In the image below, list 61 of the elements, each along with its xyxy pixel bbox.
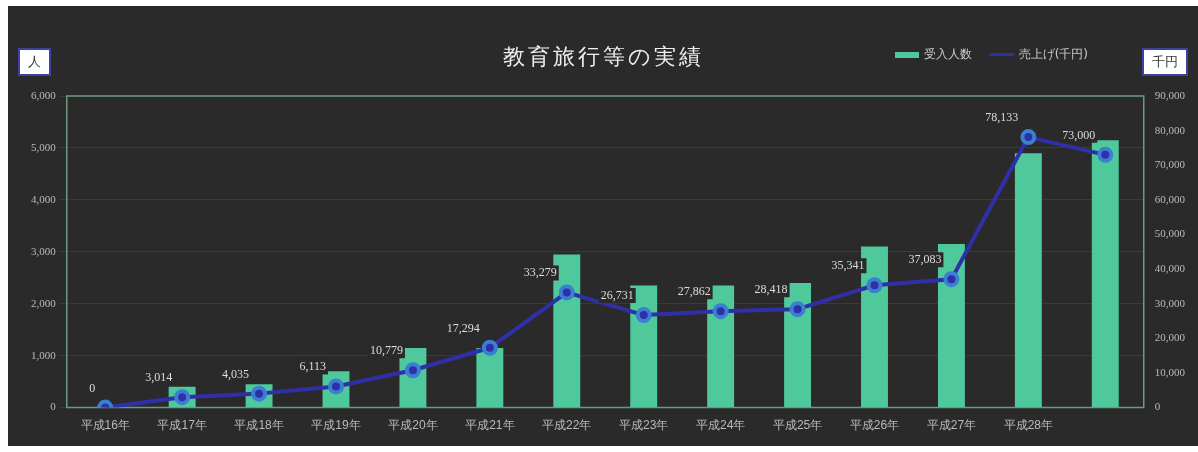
data-label: 73,000 xyxy=(1062,127,1096,142)
bar xyxy=(1091,140,1119,408)
data-label: 28,418 xyxy=(754,282,788,297)
point xyxy=(558,284,575,301)
x-tick-label: 平成20年 xyxy=(388,418,438,433)
legend-label: 売上げ(千円) xyxy=(1018,46,1088,63)
data-label: 17,294 xyxy=(446,320,480,335)
data-label: 26,731 xyxy=(600,288,634,303)
data-label: 35,341 xyxy=(831,258,865,273)
y-tick-label: 0 xyxy=(50,400,57,413)
point xyxy=(1097,146,1114,163)
data-label: 6,113 xyxy=(299,359,326,374)
y-tick-label: 3,000 xyxy=(31,244,57,257)
data-label: 33,279 xyxy=(523,265,557,280)
data-label: 37,083 xyxy=(908,252,942,267)
data-label: 78,133 xyxy=(985,110,1019,125)
y2-tick-label: 70,000 xyxy=(1154,158,1186,171)
bar xyxy=(1014,153,1042,408)
x-tick-label: 平成28年 xyxy=(1003,418,1054,433)
y2-tick-label: 30,000 xyxy=(1154,296,1186,309)
bar xyxy=(476,347,504,408)
data-label: 0 xyxy=(89,380,96,395)
y2-tick-label: 60,000 xyxy=(1154,192,1186,205)
legend-label: 受入人数 xyxy=(923,46,972,63)
x-tick-label: 平成23年 xyxy=(619,418,669,433)
chart-title: 教育旅行等の実績 xyxy=(502,44,704,69)
data-label: 27,862 xyxy=(677,284,711,299)
y2-axis-title: 千円 xyxy=(1142,48,1188,76)
x-tick-label: 平成27年 xyxy=(926,418,977,433)
x-tick-label: 平成26年 xyxy=(849,418,900,433)
data-label: 4,035 xyxy=(222,366,250,381)
point xyxy=(712,303,729,320)
x-tick-label: 平成25年 xyxy=(772,418,823,433)
point xyxy=(635,307,652,324)
y2-tick-label: 90,000 xyxy=(1154,88,1186,101)
y-tick-label: 6,000 xyxy=(31,88,57,101)
x-tick-label: 平成21年 xyxy=(465,418,515,433)
point xyxy=(943,271,960,288)
y-tick-label: 4,000 xyxy=(31,192,57,205)
y2-tick-label: 20,000 xyxy=(1154,331,1186,344)
y2-tick-label: 40,000 xyxy=(1154,262,1186,274)
x-tick-label: 平成16年 xyxy=(80,418,130,433)
y-tick-label: 1,000 xyxy=(31,348,57,361)
point xyxy=(866,277,883,294)
x-tick-label: 平成19年 xyxy=(311,418,361,433)
data-label: 10,779 xyxy=(369,343,403,358)
point xyxy=(481,339,498,356)
y-axis-title: 人 xyxy=(18,48,51,76)
y-tick-label: 5,000 xyxy=(31,140,57,153)
x-tick-label: 平成18年 xyxy=(234,418,284,433)
y2-tick-label: 10,000 xyxy=(1154,365,1186,378)
x-tick-label: 平成22年 xyxy=(542,418,592,433)
point xyxy=(1020,129,1037,146)
x-tick-label: 平成24年 xyxy=(695,418,746,433)
y-tick-label: 2,000 xyxy=(31,296,57,309)
point xyxy=(789,301,806,318)
data-label: 3,014 xyxy=(145,370,173,385)
y2-tick-label: 50,000 xyxy=(1154,227,1186,240)
y2-tick-label: 0 xyxy=(1154,400,1161,413)
x-tick-label: 平成17年 xyxy=(157,418,207,433)
y2-tick-label: 80,000 xyxy=(1154,123,1186,136)
